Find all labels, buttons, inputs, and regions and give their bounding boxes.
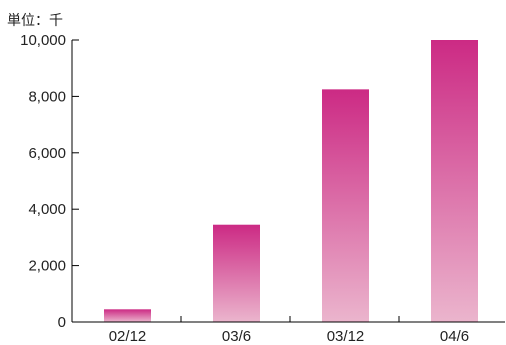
y-tick-label: 2,000 bbox=[28, 258, 66, 275]
y-tick-label: 8,000 bbox=[28, 88, 66, 105]
y-tick-label: 4,000 bbox=[28, 201, 66, 218]
x-tick-label: 02/12 bbox=[109, 328, 147, 345]
x-tick-label: 03/12 bbox=[327, 328, 365, 345]
y-tick-label: 0 bbox=[58, 314, 66, 331]
unit-label: 単位：千 bbox=[7, 13, 63, 29]
y-axis-ticks: 0 2,000 4,000 6,000 8,000 10,000 bbox=[20, 32, 79, 331]
bar bbox=[213, 224, 260, 322]
bar bbox=[431, 40, 478, 322]
x-tick-label: 03/6 bbox=[222, 328, 251, 345]
y-tick-label: 6,000 bbox=[28, 145, 66, 162]
x-axis-ticks: 02/12 03/6 03/12 04/6 bbox=[109, 316, 469, 345]
bar bbox=[322, 89, 369, 322]
x-tick-label: 04/6 bbox=[440, 328, 469, 345]
bar bbox=[104, 309, 151, 322]
bars bbox=[104, 40, 478, 322]
y-tick-label: 10,000 bbox=[20, 32, 66, 49]
